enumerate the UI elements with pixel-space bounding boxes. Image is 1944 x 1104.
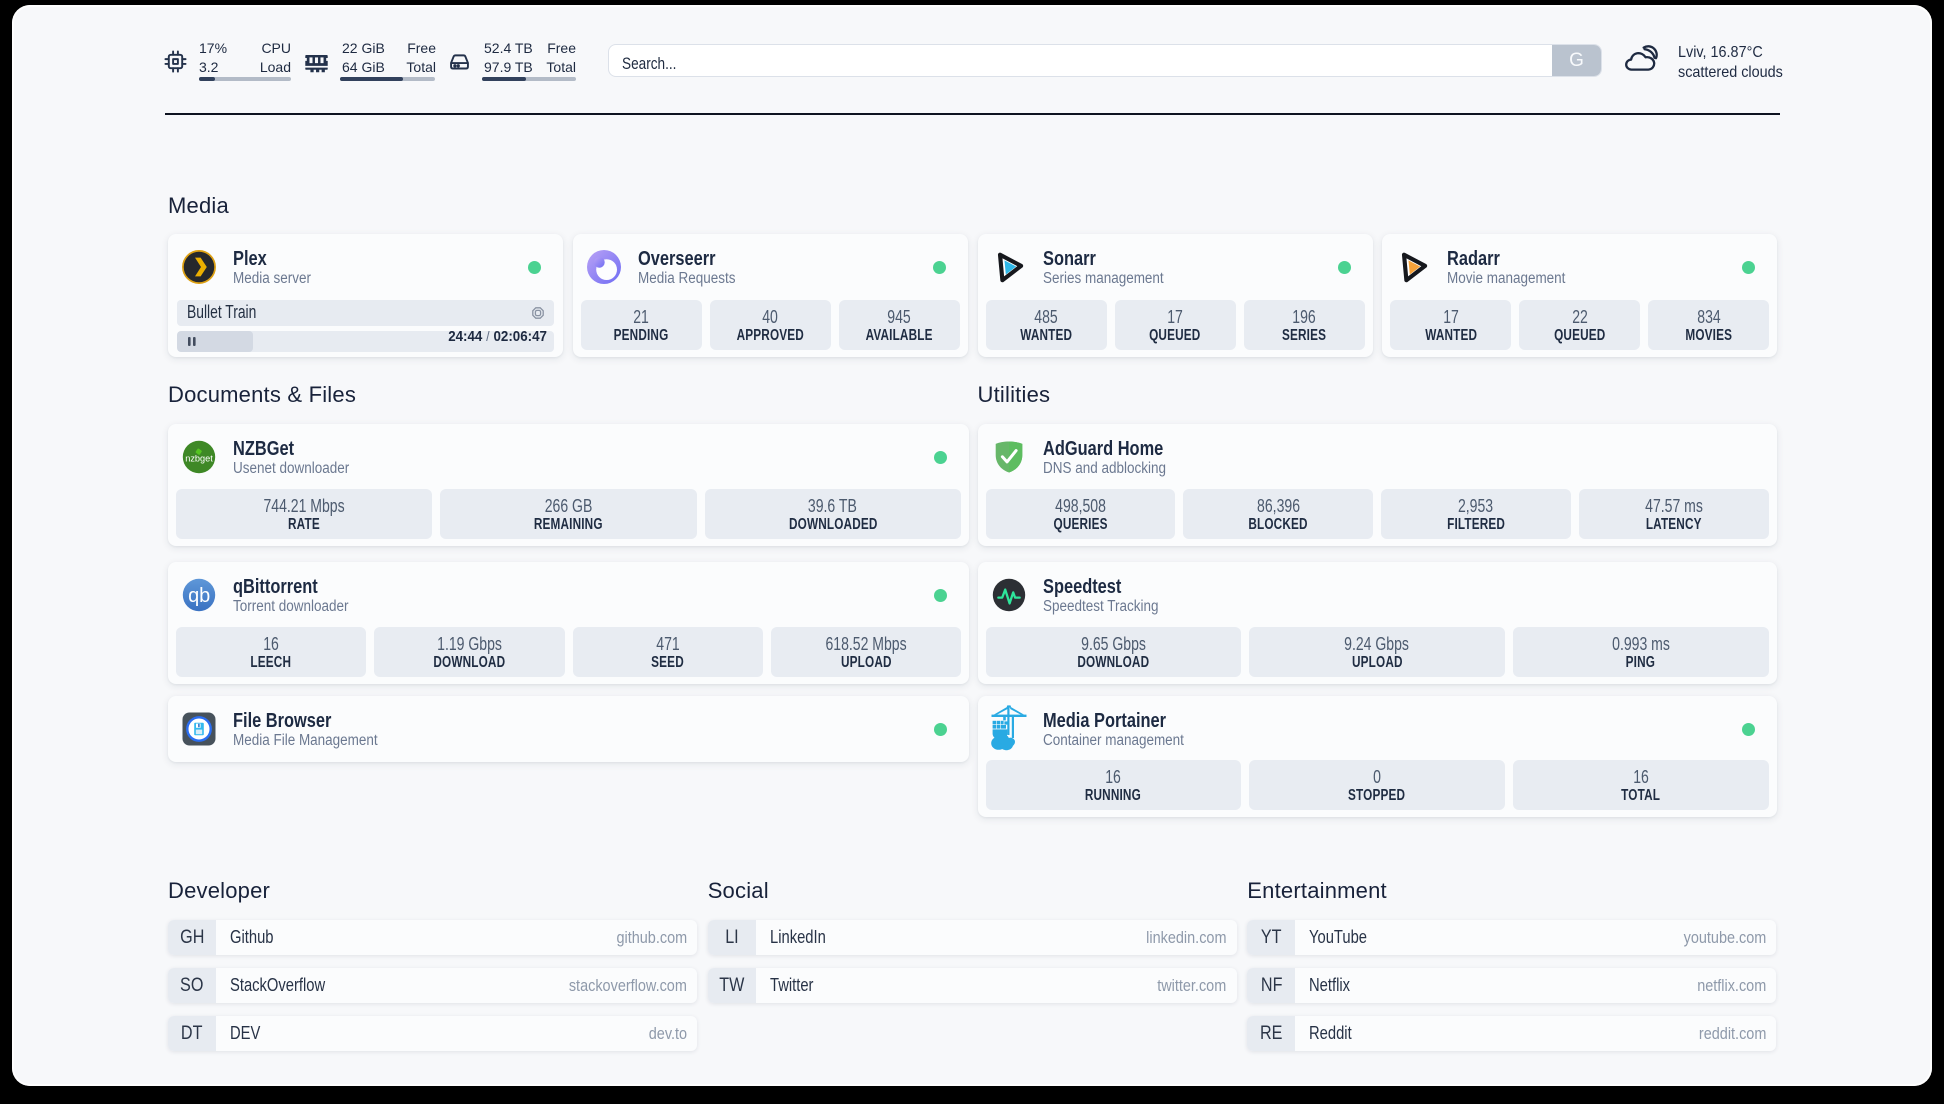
svg-text:qb: qb	[188, 585, 210, 607]
svg-text:nzbget: nzbget	[185, 454, 213, 464]
